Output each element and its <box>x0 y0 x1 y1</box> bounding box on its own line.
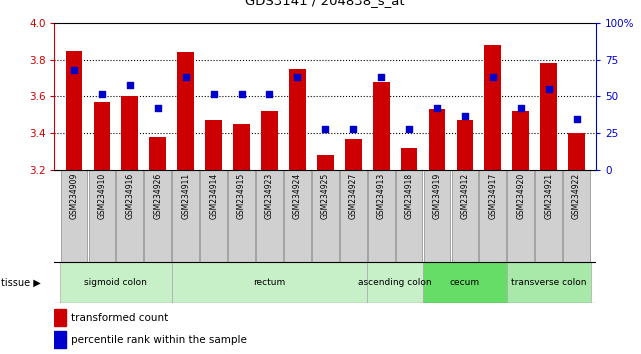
FancyBboxPatch shape <box>117 170 144 262</box>
FancyBboxPatch shape <box>61 170 87 262</box>
FancyBboxPatch shape <box>535 170 562 262</box>
Text: GSM234920: GSM234920 <box>516 173 525 219</box>
Bar <box>429 109 445 170</box>
Bar <box>540 63 557 170</box>
Text: sigmoid colon: sigmoid colon <box>85 278 147 287</box>
FancyBboxPatch shape <box>256 170 283 262</box>
Text: GSM234912: GSM234912 <box>460 173 469 219</box>
FancyBboxPatch shape <box>507 262 590 303</box>
Text: rectum: rectum <box>253 278 286 287</box>
Bar <box>485 45 501 170</box>
FancyBboxPatch shape <box>563 170 590 262</box>
Point <box>264 91 274 96</box>
Bar <box>94 102 110 170</box>
Point <box>237 91 247 96</box>
Bar <box>345 139 362 170</box>
Point <box>153 105 163 111</box>
FancyBboxPatch shape <box>88 170 115 262</box>
Text: GSM234909: GSM234909 <box>69 173 79 219</box>
FancyBboxPatch shape <box>312 170 338 262</box>
Bar <box>54 309 67 326</box>
Bar <box>401 148 417 170</box>
Point <box>432 105 442 111</box>
Text: ascending colon: ascending colon <box>358 278 432 287</box>
Bar <box>261 111 278 170</box>
Text: transverse colon: transverse colon <box>511 278 587 287</box>
FancyBboxPatch shape <box>423 262 507 303</box>
Bar <box>317 155 334 170</box>
FancyBboxPatch shape <box>367 262 423 303</box>
FancyBboxPatch shape <box>144 170 171 262</box>
FancyBboxPatch shape <box>172 262 367 303</box>
Point <box>208 91 219 96</box>
FancyBboxPatch shape <box>60 262 172 303</box>
FancyBboxPatch shape <box>284 170 311 262</box>
Text: GSM234923: GSM234923 <box>265 173 274 219</box>
FancyBboxPatch shape <box>200 170 227 262</box>
Text: GDS3141 / 204838_s_at: GDS3141 / 204838_s_at <box>246 0 405 7</box>
Bar <box>373 82 390 170</box>
FancyBboxPatch shape <box>172 170 199 262</box>
Text: GSM234916: GSM234916 <box>126 173 135 219</box>
FancyBboxPatch shape <box>479 170 506 262</box>
Point <box>97 91 107 96</box>
Point <box>515 105 526 111</box>
Point <box>181 75 191 80</box>
Bar <box>205 120 222 170</box>
Point <box>460 113 470 118</box>
Bar <box>65 51 83 170</box>
FancyBboxPatch shape <box>424 170 451 262</box>
Bar <box>122 96 138 170</box>
Bar <box>149 137 166 170</box>
FancyBboxPatch shape <box>368 170 395 262</box>
Point <box>292 75 303 80</box>
Text: GSM234911: GSM234911 <box>181 173 190 219</box>
Bar <box>456 120 473 170</box>
Bar <box>178 52 194 170</box>
Text: transformed count: transformed count <box>71 313 168 323</box>
Text: GSM234918: GSM234918 <box>404 173 413 219</box>
Text: GSM234910: GSM234910 <box>97 173 106 219</box>
Text: percentile rank within the sample: percentile rank within the sample <box>71 335 247 345</box>
Text: GSM234913: GSM234913 <box>377 173 386 219</box>
Bar <box>568 133 585 170</box>
Point <box>488 75 498 80</box>
Point <box>125 82 135 87</box>
FancyBboxPatch shape <box>395 170 422 262</box>
Point <box>69 67 79 73</box>
Point <box>572 116 582 121</box>
Point <box>404 126 414 132</box>
Bar <box>289 69 306 170</box>
Point <box>320 126 331 132</box>
Text: GSM234924: GSM234924 <box>293 173 302 219</box>
Bar <box>54 331 67 348</box>
Text: GSM234919: GSM234919 <box>433 173 442 219</box>
Text: GSM234915: GSM234915 <box>237 173 246 219</box>
Bar <box>512 111 529 170</box>
FancyBboxPatch shape <box>507 170 534 262</box>
Text: cecum: cecum <box>450 278 480 287</box>
Text: GSM234927: GSM234927 <box>349 173 358 219</box>
Text: GSM234917: GSM234917 <box>488 173 497 219</box>
FancyBboxPatch shape <box>340 170 367 262</box>
Text: GSM234925: GSM234925 <box>320 173 330 219</box>
Point <box>348 126 358 132</box>
Text: tissue ▶: tissue ▶ <box>1 277 40 287</box>
FancyBboxPatch shape <box>451 170 478 262</box>
Point <box>544 86 554 92</box>
Text: GSM234914: GSM234914 <box>209 173 218 219</box>
Text: GSM234921: GSM234921 <box>544 173 553 219</box>
Point <box>376 75 387 80</box>
FancyBboxPatch shape <box>228 170 255 262</box>
Text: GSM234922: GSM234922 <box>572 173 581 219</box>
Text: GSM234926: GSM234926 <box>153 173 162 219</box>
Bar <box>233 124 250 170</box>
